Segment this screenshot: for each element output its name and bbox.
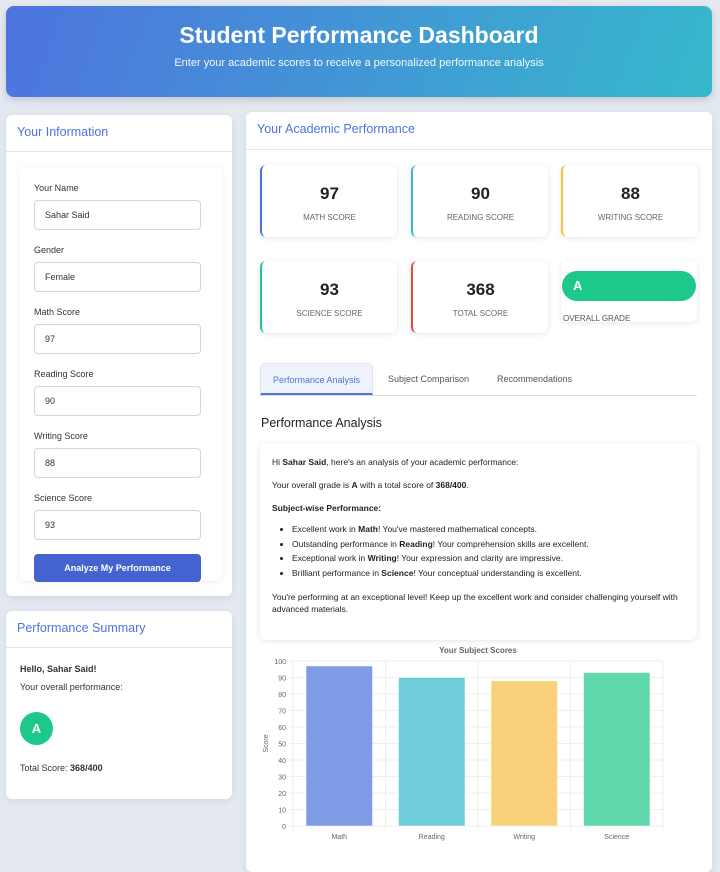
bar-math[interactable] <box>305 665 373 827</box>
analysis-greeting: Hi Sahar Said, here's an analysis of you… <box>272 457 519 467</box>
performance-title: Your Academic Performance <box>246 112 712 150</box>
subject-scores-chart: Your Subject Scores 0 10 20 30 40 50 60 70 80 90 10… <box>263 646 664 841</box>
bar-science[interactable] <box>583 672 651 827</box>
student-form: Your Name Sahar Said Gender Female Math Scor… <box>19 167 222 582</box>
info-card: Your Information Your Name Sahar Said Gend… <box>6 115 232 596</box>
field-input-1[interactable]: Female <box>34 262 201 292</box>
field-label: Math Score <box>34 307 81 317</box>
stat-card: 97 Math Score <box>260 165 397 237</box>
page-title: Student Performance Dashboard <box>179 22 539 48</box>
analyze-button[interactable]: Analyze My Performance <box>34 554 201 582</box>
tab-performance-analysis[interactable]: Performance Analysis <box>260 363 374 395</box>
analysis-box: Hi Sahar Said, here's an analysis of you… <box>260 443 697 640</box>
x-tick-label: Reading <box>419 834 445 841</box>
field-label: Gender <box>34 245 65 255</box>
bar-reading[interactable] <box>398 677 466 827</box>
tab-subject-comparison[interactable]: Subject Comparison <box>388 374 470 384</box>
total-value: 368/400 <box>70 763 103 773</box>
summary-overall-label: Your overall performance: <box>20 682 123 692</box>
x-tick-label: Science <box>604 834 629 841</box>
subject-item: Excellent work in Math! You've mastered … <box>292 522 685 537</box>
overall-grade-card: A Overall Grade <box>561 261 697 323</box>
field-input-2[interactable]: 97 <box>34 324 201 354</box>
x-tick-label: Writing <box>513 834 535 841</box>
field-label: Writing Score <box>34 431 88 441</box>
total-label: Total Score: <box>20 763 68 773</box>
performance-card: Your Academic Performance 97 Math Score 90… <box>246 112 712 872</box>
y-tick-label: 20 <box>278 791 286 798</box>
summary-total: Total Score: 368/400 <box>20 763 218 773</box>
x-tick-label: Math <box>331 834 347 841</box>
stat-value: 88 <box>621 184 640 203</box>
header-banner: Student Performance Dashboard Enter your… <box>6 6 712 97</box>
field-label: Science Score <box>34 493 93 503</box>
field-input-4[interactable]: 88 <box>34 448 201 478</box>
chart-title: Your Subject Scores <box>439 646 517 655</box>
info-card-title: Your Information <box>6 115 232 152</box>
stat-value: 97 <box>320 184 339 203</box>
subject-item: Outstanding performance in Reading! Your… <box>292 537 685 552</box>
field-input-0[interactable]: Sahar Said <box>34 200 201 230</box>
subject-list: Excellent work in Math! You've mastered … <box>292 522 685 580</box>
analysis-title: Performance Analysis <box>261 416 382 430</box>
summary-card: Performance Summary Hello, Sahar Said! Y… <box>6 611 232 799</box>
stat-card: 88 Writing Score <box>561 165 698 237</box>
y-tick-label: 10 <box>278 808 286 815</box>
subject-heading: Subject-wise Performance: <box>272 503 382 513</box>
stat-label: Total Score <box>452 309 509 318</box>
y-tick-label: 70 <box>278 709 286 716</box>
field-input-5[interactable]: 93 <box>34 510 201 540</box>
field-input-3[interactable]: 90 <box>34 386 201 416</box>
y-tick-label: 30 <box>278 775 286 782</box>
page-subtitle: Enter your academic scores to receive a … <box>174 57 544 69</box>
y-tick-label: 0 <box>282 824 286 831</box>
bar-writing[interactable] <box>490 680 558 827</box>
y-tick-label: 80 <box>278 692 286 699</box>
stat-value: 368 <box>466 280 495 299</box>
stat-card: 93 Science Score <box>260 261 397 333</box>
stat-card: 368 Total Score <box>411 261 548 333</box>
tab-bar: Performance Analysis Subject Comparison … <box>260 363 697 396</box>
stat-label: Writing Score <box>597 213 664 222</box>
summary-hello: Hello, Sahar Said! <box>20 664 97 674</box>
analysis-closing: You're performing at an exceptional leve… <box>272 592 678 614</box>
stat-label: Math Score <box>303 213 356 222</box>
grade-label: Overall Grade <box>563 314 631 323</box>
tab-recommendations[interactable]: Recommendations <box>497 374 573 384</box>
y-tick-label: 60 <box>278 725 286 732</box>
stat-card: 90 Reading Score <box>411 165 548 237</box>
summary-grade-badge: A <box>20 712 53 745</box>
stat-value: 90 <box>471 184 490 203</box>
y-tick-label: 50 <box>278 742 286 749</box>
y-tick-label: 40 <box>278 758 286 765</box>
analysis-grade-line: Your overall grade is A with a total sco… <box>272 480 469 490</box>
stat-value: 93 <box>320 280 339 299</box>
stat-label: Science Score <box>296 309 363 318</box>
field-label: Reading Score <box>34 369 94 379</box>
summary-title: Performance Summary <box>6 611 232 648</box>
field-label: Your Name <box>34 183 79 193</box>
stat-label: Reading Score <box>446 213 515 222</box>
grade-pill: A <box>562 271 696 301</box>
subject-item: Exceptional work in Writing! Your expres… <box>292 551 685 566</box>
y-tick-label: 90 <box>278 676 286 683</box>
y-tick-label: 100 <box>274 659 286 666</box>
subject-item: Brilliant performance in Science! Your c… <box>292 566 685 581</box>
y-axis-label: Score <box>263 734 270 752</box>
